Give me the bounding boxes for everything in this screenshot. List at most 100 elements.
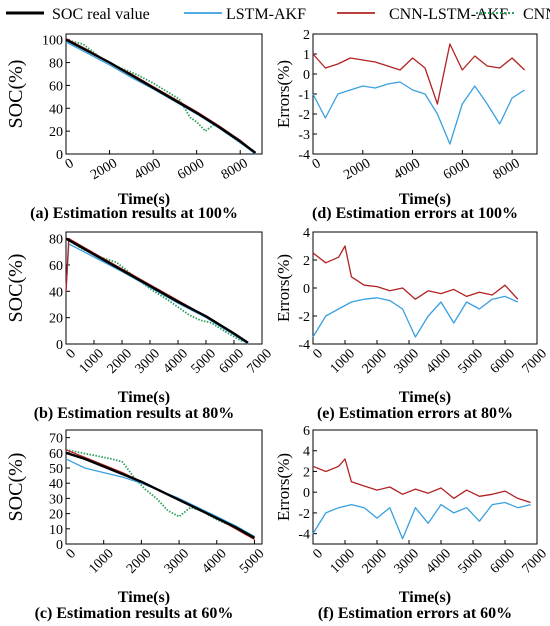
- panel-caption: (c) Estimation results at 60%: [35, 605, 234, 622]
- x-tick-label: 0: [63, 156, 77, 172]
- plot-area: [65, 237, 249, 345]
- plot-area: [312, 43, 526, 145]
- x-tick-label: 6000: [217, 346, 247, 376]
- y-tick-label: 4: [303, 226, 310, 241]
- y-tick-label: -4: [298, 528, 310, 543]
- x-tick-label: 8000: [219, 156, 251, 183]
- y-tick-label: 0: [56, 538, 63, 553]
- legend-label: CNN: [523, 6, 550, 23]
- y-tick-label: 2: [303, 28, 310, 43]
- x-tick-label: 6000: [441, 156, 473, 183]
- y-tick-label: -4: [298, 148, 310, 163]
- chart-panel-a: 0 20 40 60 80 100 0 2000 4000 6000 8000 Time(s) SOC(…: [5, 33, 263, 222]
- y-tick-label: -2: [298, 507, 310, 522]
- x-axis-label: Time(s): [118, 191, 170, 208]
- plot-area: [312, 458, 531, 540]
- x-tick-label: 4000: [424, 346, 454, 376]
- x-tick-label: 4000: [424, 546, 454, 576]
- y-tick-label: 80: [49, 233, 63, 248]
- plot-area: [65, 448, 256, 540]
- y-tick-label: -3: [298, 128, 310, 143]
- legend-label: CNN-LSTM-AKF: [389, 6, 508, 23]
- x-tick-label: 6000: [488, 546, 518, 576]
- y-tick-label: 0: [56, 338, 63, 353]
- series-line-soc-real-value: [65, 38, 257, 154]
- series-line-soc-real-value: [65, 451, 256, 539]
- x-tick-label: 6000: [175, 156, 207, 183]
- y-tick-label: 20: [49, 125, 63, 140]
- x-tick-label: 5000: [456, 346, 486, 376]
- y-tick-label: 40: [49, 285, 63, 300]
- x-tick-label: 2000: [360, 546, 390, 576]
- y-axis-label: SOC(%): [5, 60, 27, 129]
- y-tick-label: 6: [303, 424, 310, 439]
- x-tick-label: 3000: [392, 346, 422, 376]
- panel-caption: (b) Estimation results at 80%: [34, 405, 235, 422]
- y-tick-label: 30: [49, 492, 63, 507]
- y-tick-label: 70: [49, 432, 63, 447]
- x-tick-label: 4000: [391, 156, 423, 183]
- plot-area: [312, 245, 519, 338]
- x-tick-label: 2000: [360, 346, 390, 376]
- x-axis-label: Time(s): [399, 191, 451, 208]
- panel-caption: (d) Estimation errors at 100%: [312, 205, 518, 222]
- y-tick-label: 80: [49, 57, 63, 72]
- panel-caption: (e) Estimation errors at 80%: [317, 405, 513, 422]
- y-tick-label: 10: [49, 523, 63, 538]
- x-tick-label: 6000: [488, 346, 518, 376]
- x-tick-label: 8000: [491, 156, 523, 183]
- x-tick-label: 1000: [328, 546, 358, 576]
- y-axis-label: SOC(%): [5, 453, 27, 522]
- y-axis-label: Errors(%): [275, 453, 293, 521]
- x-tick-label: 5000: [456, 546, 486, 576]
- x-tick-label: 2000: [105, 346, 135, 376]
- y-tick-label: -1: [298, 88, 310, 103]
- y-tick-label: 0: [303, 68, 310, 83]
- y-tick-label: 40: [49, 477, 63, 492]
- y-tick-label: 100: [42, 34, 63, 49]
- chart-panel-d: -4 -3 -2 -1 0 1 2 0 2000 4000 6000 8000 Time(s) Error…: [275, 28, 538, 222]
- panel-caption: (a) Estimation results at 100%: [30, 205, 238, 222]
- y-tick-label: 1: [303, 48, 310, 63]
- series-line-lstm-akf: [312, 501, 531, 540]
- x-tick-label: 7000: [520, 546, 550, 576]
- x-tick-label: 7000: [520, 346, 550, 376]
- series-line-lstm-akf: [65, 41, 256, 155]
- plot-frame: [312, 231, 538, 345]
- y-axis-label: SOC(%): [5, 254, 27, 323]
- x-axis-label: Time(s): [118, 389, 170, 406]
- y-tick-label: 20: [49, 312, 63, 327]
- x-tick-label: 4000: [161, 346, 191, 376]
- y-tick-label: 60: [49, 79, 63, 94]
- x-tick-label: 3000: [133, 346, 163, 376]
- y-axis-label: Errors(%): [275, 254, 293, 322]
- x-tick-label: 4000: [199, 546, 229, 576]
- y-tick-label: 40: [49, 102, 63, 117]
- series-line-soc-real-value: [65, 237, 249, 344]
- x-tick-label: 0: [310, 546, 326, 562]
- x-tick-label: 0: [310, 346, 326, 362]
- y-tick-label: -2: [298, 310, 310, 325]
- y-tick-label: 20: [49, 508, 63, 523]
- x-tick-label: 1000: [86, 546, 116, 576]
- x-tick-label: 5000: [237, 546, 267, 576]
- x-axis-label: Time(s): [118, 589, 170, 606]
- series-line-lstm-akf: [312, 81, 525, 145]
- y-tick-label: 60: [49, 259, 63, 274]
- series-line-cnn-lstm-akf: [312, 43, 526, 105]
- y-tick-label: 4: [303, 445, 310, 460]
- x-axis-label: Time(s): [399, 389, 451, 406]
- y-tick-label: 2: [303, 465, 310, 480]
- plot-frame: [65, 33, 263, 155]
- x-tick-label: 2000: [341, 156, 373, 183]
- plot-area: [65, 38, 257, 155]
- legend-label: LSTM-AKF: [226, 6, 306, 23]
- x-tick-label: 3000: [392, 546, 422, 576]
- x-tick-label: 2000: [124, 546, 154, 576]
- series-line-cnn-lstm-akf: [312, 458, 531, 504]
- plot-frame: [65, 231, 263, 345]
- series-line-cnn-lstm-akf: [312, 245, 519, 300]
- x-tick-label: 5000: [189, 346, 219, 376]
